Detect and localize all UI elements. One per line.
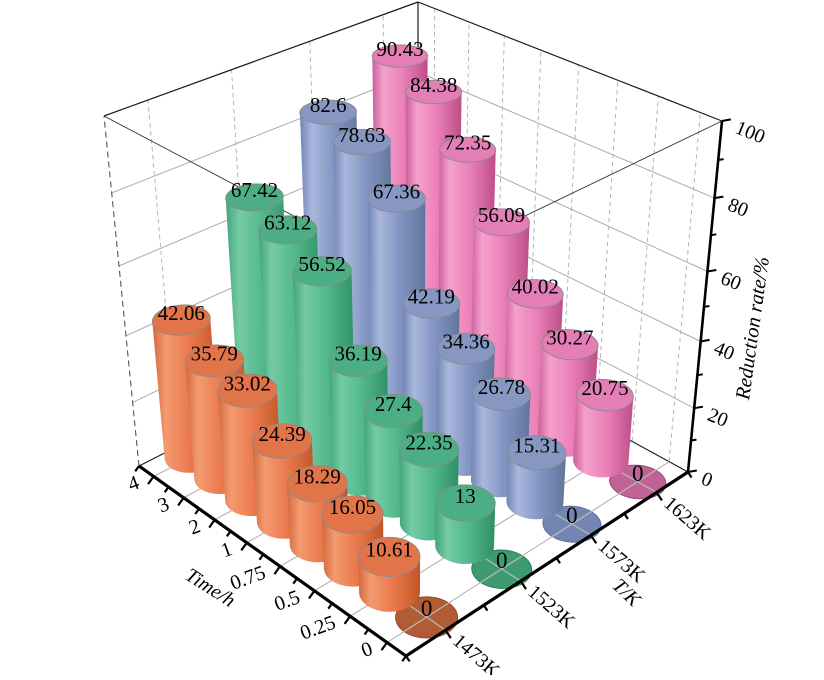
svg-text:30.27: 30.27 bbox=[546, 326, 593, 350]
svg-text:16.05: 16.05 bbox=[329, 495, 376, 519]
svg-text:0: 0 bbox=[421, 596, 433, 621]
svg-text:0: 0 bbox=[566, 503, 578, 528]
svg-text:40.02: 40.02 bbox=[512, 275, 559, 299]
svg-text:56.52: 56.52 bbox=[298, 252, 345, 276]
svg-text:72.35: 72.35 bbox=[444, 131, 491, 155]
svg-text:15.31: 15.31 bbox=[513, 434, 560, 458]
svg-text:20.75: 20.75 bbox=[581, 376, 628, 400]
svg-text:67.36: 67.36 bbox=[373, 180, 420, 204]
svg-text:56.09: 56.09 bbox=[478, 203, 525, 227]
svg-text:36.19: 36.19 bbox=[334, 342, 381, 366]
svg-text:10.61: 10.61 bbox=[366, 538, 413, 562]
svg-text:33.02: 33.02 bbox=[224, 371, 271, 395]
svg-text:67.42: 67.42 bbox=[231, 178, 278, 202]
svg-text:34.36: 34.36 bbox=[442, 330, 489, 354]
svg-text:18.29: 18.29 bbox=[293, 465, 340, 489]
svg-text:63.12: 63.12 bbox=[264, 211, 311, 235]
svg-text:0: 0 bbox=[496, 548, 508, 573]
svg-text:13: 13 bbox=[455, 484, 476, 508]
svg-text:42.19: 42.19 bbox=[408, 284, 455, 308]
svg-text:84.38: 84.38 bbox=[410, 73, 457, 97]
svg-text:42.06: 42.06 bbox=[158, 301, 205, 325]
svg-text:27.4: 27.4 bbox=[375, 392, 412, 416]
svg-text:22.35: 22.35 bbox=[405, 430, 452, 454]
svg-text:24.39: 24.39 bbox=[258, 422, 305, 446]
svg-text:78.63: 78.63 bbox=[338, 123, 385, 147]
svg-text:35.79: 35.79 bbox=[191, 342, 238, 366]
svg-text:0: 0 bbox=[632, 461, 644, 486]
svg-text:26.78: 26.78 bbox=[478, 375, 525, 399]
svg-text:90.43: 90.43 bbox=[376, 37, 423, 61]
svg-text:82.6: 82.6 bbox=[310, 93, 347, 117]
